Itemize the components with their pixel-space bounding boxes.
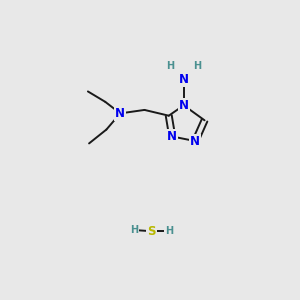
Text: N: N <box>167 130 177 143</box>
Text: H: H <box>130 225 138 235</box>
Text: H: H <box>165 226 173 236</box>
Text: N: N <box>179 99 189 112</box>
Text: N: N <box>115 107 125 120</box>
Text: H: H <box>194 61 202 71</box>
Text: S: S <box>147 225 156 238</box>
Text: N: N <box>179 74 189 86</box>
Text: N: N <box>190 135 200 148</box>
Text: H: H <box>166 61 174 71</box>
